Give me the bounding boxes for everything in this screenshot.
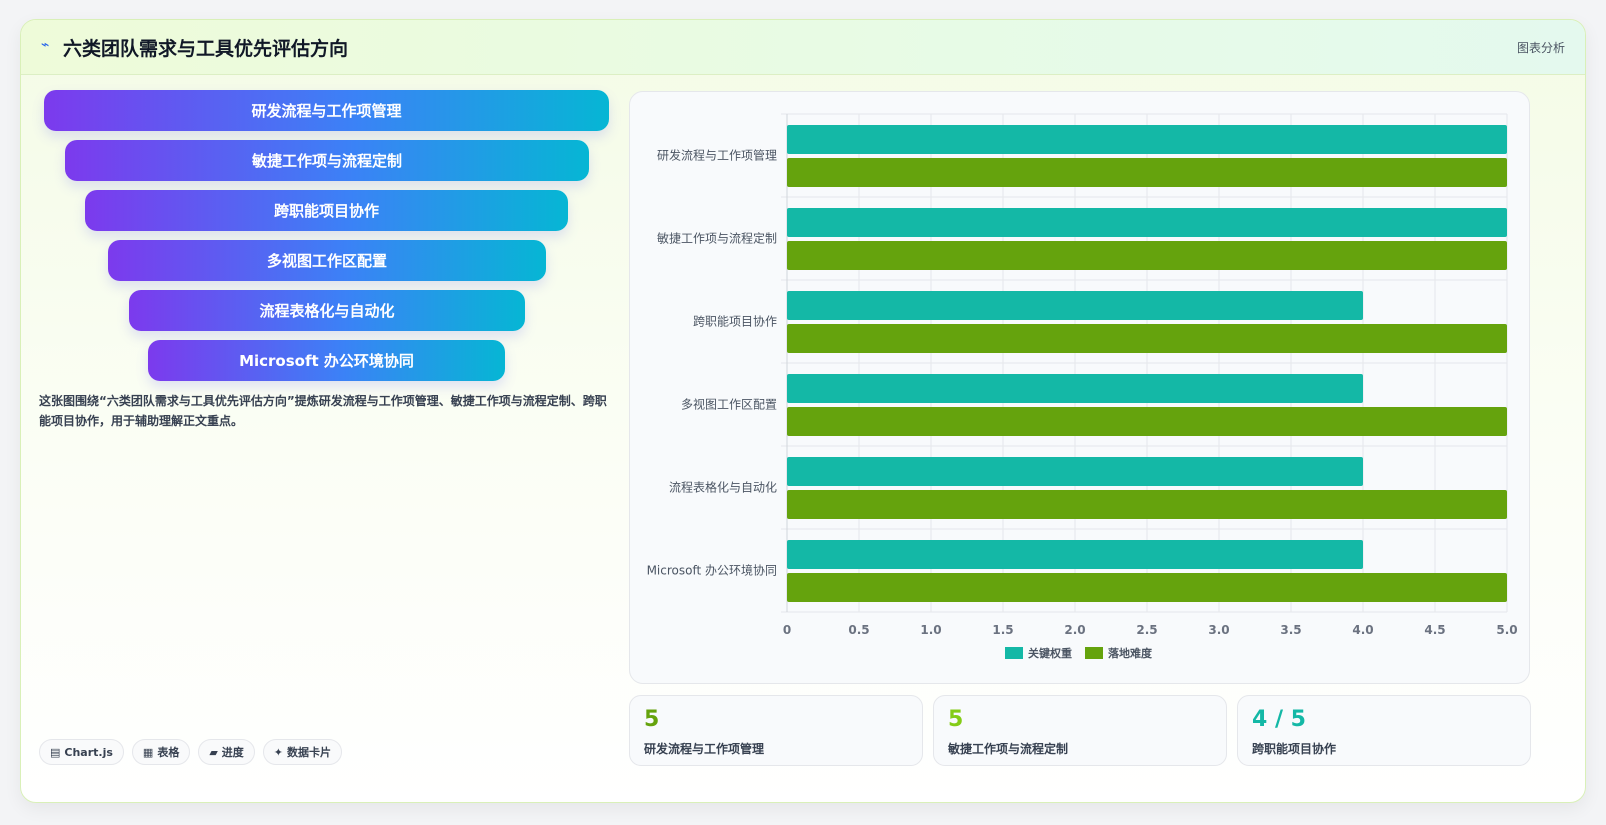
funnel-step-2[interactable]: 敏捷工作项与流程定制 [65,140,589,181]
legend-label: 关键权重 [1028,646,1072,660]
table-icon: ▦ [142,745,154,759]
funnel-step-3[interactable]: 跨职能项目协作 [85,190,568,231]
tag-label: 表格 [157,746,180,759]
tag-label: Chart.js [64,745,113,759]
stat-label: 研发流程与工作项管理 [644,742,765,756]
main-card: ⌁ 六类团队需求与工具优先评估方向 图表分析 研发流程与工作项管理 敏捷工作项与… [20,19,1586,803]
y-tick-label: 研发流程与工作项管理 [657,148,777,163]
stat-value: 5 [948,707,964,732]
x-tick-label: 2.0 [1064,623,1085,637]
progress-icon: ▰ [209,745,218,759]
legend-swatch [1005,647,1023,659]
tag-data-card[interactable]: ✦ 数据卡片 [262,739,343,765]
x-tick-label: 1.0 [920,623,941,637]
tag-label: 进度 [221,746,244,759]
funnel-step-4[interactable]: 多视图工作区配置 [108,240,546,281]
stat-value: 5 [644,707,660,732]
stat-card-3: 4 / 5 跨职能项目协作 [1237,695,1531,766]
tag-chartjs[interactable]: ▤ Chart.js [39,739,124,765]
stat-label: 敏捷工作项与流程定制 [948,742,1069,756]
bar-weight [787,374,1363,403]
bar-weight [787,457,1363,486]
card-header: ⌁ 六类团队需求与工具优先评估方向 图表分析 [21,20,1585,75]
page-title: 六类团队需求与工具优先评估方向 [63,38,349,60]
bar-difficulty [787,324,1507,353]
bar-difficulty [787,158,1507,187]
funnel-step-1[interactable]: 研发流程与工作项管理 [44,90,609,131]
chart-icon: ▤ [50,745,61,759]
stat-card-1: 5 研发流程与工作项管理 [629,695,923,766]
chart-analysis-badge: 图表分析 [1516,41,1565,55]
bar-difficulty [787,490,1507,519]
sparkle-icon: ✦ [273,745,284,759]
tag-list: ▤ Chart.js ▦ 表格 ▰ 进度 ✦ 数据卡片 [39,739,343,765]
y-tick-label: 跨职能项目协作 [693,314,777,329]
bar-chart: 研发流程与工作项管理敏捷工作项与流程定制跨职能项目协作多视图工作区配置流程表格化… [647,113,1518,660]
legend-label: 落地难度 [1108,646,1153,660]
y-tick-label: 多视图工作区配置 [681,397,777,412]
tag-progress[interactable]: ▰ 进度 [198,739,255,765]
lightning-icon: ⌁ [41,37,50,53]
funnel-step-6[interactable]: Microsoft 办公环境协同 [148,340,505,381]
y-tick-label: 敏捷工作项与流程定制 [657,231,777,246]
stat-value: 4 / 5 [1252,707,1306,732]
bar-weight [787,125,1507,154]
x-tick-label: 2.5 [1136,623,1157,637]
bar-difficulty [787,573,1507,602]
bar-chart-panel: 研发流程与工作项管理 敏捷工作项与流程定制跨职能项目协作多视图工作区配置流程表格化… [629,91,1530,684]
y-tick-label: Microsoft 办公环境协同 [647,563,777,578]
bar-weight [787,208,1507,237]
stat-label: 跨职能项目协作 [1252,742,1337,756]
funnel-step-5[interactable]: 流程表格化与自动化 [129,290,525,331]
tag-table[interactable]: ▦ 表格 [131,739,191,765]
bar-weight [787,291,1363,320]
x-tick-label: 4.0 [1352,623,1373,637]
y-tick-label: 流程表格化与自动化 [669,480,777,495]
x-tick-label: 3.5 [1280,623,1301,637]
x-tick-label: 0 [783,623,791,637]
x-tick-label: 3.0 [1208,623,1229,637]
bar-difficulty [787,407,1507,436]
legend-swatch [1085,647,1103,659]
bar-weight [787,540,1363,569]
tag-label: 数据卡片 [287,746,332,759]
x-tick-label: 5.0 [1496,623,1517,637]
x-tick-label: 4.5 [1424,623,1445,637]
stat-card-2: 5 敏捷工作项与流程定制 [933,695,1227,766]
x-tick-label: 1.5 [992,623,1013,637]
x-tick-label: 0.5 [848,623,869,637]
description-text: 这张图围绕“六类团队需求与工具优先评估方向”提炼研发流程与工作项管理、敏捷工作项… [39,394,607,428]
bar-difficulty [787,241,1507,270]
